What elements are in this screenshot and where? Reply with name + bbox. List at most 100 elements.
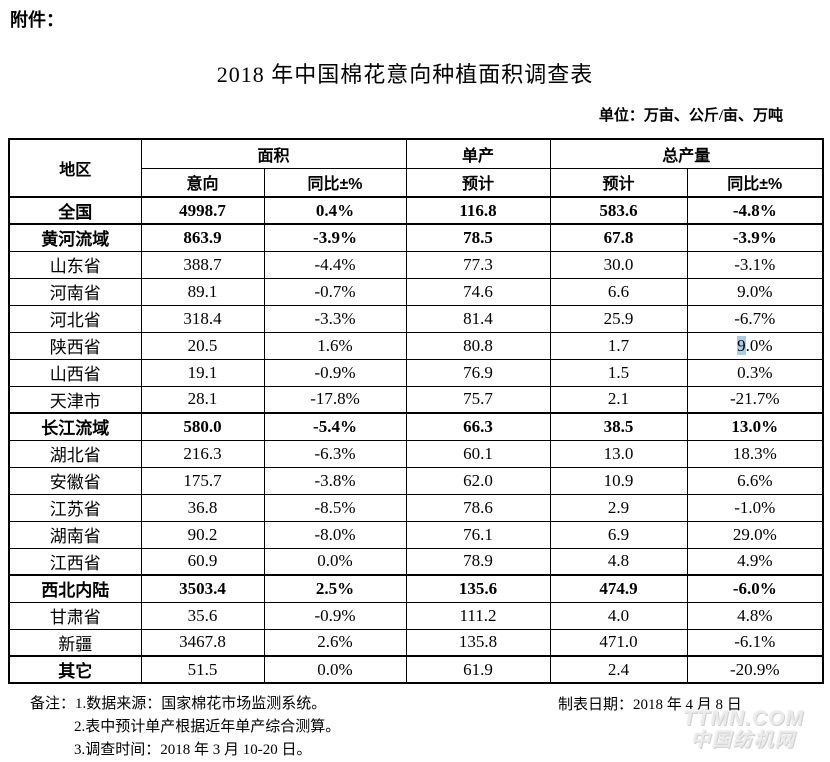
table-row: 湖南省 90.2 -8.0% 76.1 6.9 29.0% bbox=[8, 520, 824, 549]
value-cell: 30.0 bbox=[549, 250, 688, 279]
value-cell: -21.7% bbox=[686, 385, 824, 414]
table-row: 山东省 388.7 -4.4% 77.3 30.0 -3.1% bbox=[8, 250, 824, 279]
value-cell: 6.9 bbox=[549, 520, 688, 549]
table-row: 其它 51.5 0.0% 61.9 2.4 -20.9% bbox=[8, 655, 824, 684]
value-cell: 19.1 bbox=[140, 358, 265, 387]
value-cell: 77.3 bbox=[405, 250, 551, 279]
value-cell: 4.8% bbox=[686, 601, 824, 630]
header-output-yoy: 同比±% bbox=[686, 167, 824, 198]
table-row: 新疆 3467.8 2.6% 135.8 471.0 -6.1% bbox=[8, 628, 824, 657]
value-cell: 216.3 bbox=[140, 439, 265, 468]
value-cell: 74.6 bbox=[405, 277, 551, 306]
value-cell: 175.7 bbox=[140, 466, 265, 495]
value-cell: 20.5 bbox=[140, 331, 265, 360]
value-cell: 90.2 bbox=[140, 520, 265, 549]
region-cell: 陕西省 bbox=[8, 331, 142, 360]
header-yield-group: 单产 bbox=[405, 138, 551, 169]
value-cell: 6.6 bbox=[549, 277, 688, 306]
attachment-label: 附件： bbox=[10, 10, 64, 30]
value-cell: 75.7 bbox=[405, 385, 551, 414]
value-cell: -6.3% bbox=[263, 439, 407, 468]
value-cell: 583.6 bbox=[549, 196, 688, 225]
value-cell: 60.9 bbox=[140, 547, 265, 576]
region-cell: 湖南省 bbox=[8, 520, 142, 549]
value-cell: 135.8 bbox=[405, 628, 551, 657]
value-cell: 35.6 bbox=[140, 601, 265, 630]
value-cell: 4.9% bbox=[686, 547, 824, 576]
value-cell: -8.0% bbox=[263, 520, 407, 549]
region-cell: 甘肃省 bbox=[8, 601, 142, 630]
value-cell: -0.9% bbox=[263, 601, 407, 630]
value-cell: 18.3% bbox=[686, 439, 824, 468]
table-row: 湖北省 216.3 -6.3% 60.1 13.0 18.3% bbox=[8, 439, 824, 468]
value-cell: 2.1 bbox=[549, 385, 688, 414]
value-cell: 318.4 bbox=[140, 304, 265, 333]
value-cell: 89.1 bbox=[140, 277, 265, 306]
value-cell: -17.8% bbox=[263, 385, 407, 414]
value-cell: -3.1% bbox=[686, 250, 824, 279]
value-cell: 4998.7 bbox=[140, 196, 265, 225]
header-area-group: 面积 bbox=[140, 138, 407, 169]
units-note: 单位：万亩、公斤/亩、万吨 bbox=[598, 108, 783, 124]
header-output-forecast: 预计 bbox=[549, 167, 688, 198]
value-cell: 135.6 bbox=[405, 574, 551, 603]
value-cell: 60.1 bbox=[405, 439, 551, 468]
watermark: TTMN.COM 中国纺机网 bbox=[683, 708, 804, 752]
region-cell: 天津市 bbox=[8, 385, 142, 414]
header-region: 地区 bbox=[8, 138, 142, 198]
footer-notes: 备注：1.数据来源：国家棉花市场监测系统。 2.表中预计单产根据近年单产综合测算… bbox=[30, 693, 340, 762]
value-cell: -4.4% bbox=[263, 250, 407, 279]
value-cell: 13.0 bbox=[549, 439, 688, 468]
table-row: 陕西省 20.5 1.6% 80.8 1.7 9.0% bbox=[8, 331, 824, 360]
region-cell: 西北内陆 bbox=[8, 574, 142, 603]
value-cell: 78.5 bbox=[405, 223, 551, 252]
value-cell: -6.0% bbox=[686, 574, 824, 603]
value-cell: 111.2 bbox=[405, 601, 551, 630]
text-selection-highlight: 9 bbox=[737, 335, 746, 355]
value-cell: 1.5 bbox=[549, 358, 688, 387]
region-cell: 江西省 bbox=[8, 547, 142, 576]
region-cell: 湖北省 bbox=[8, 439, 142, 468]
table-row: 甘肃省 35.6 -0.9% 111.2 4.0 4.8% bbox=[8, 601, 824, 630]
note-line-3: 3.调查时间：2018 年 3 月 10-20 日。 bbox=[74, 742, 312, 758]
value-cell: 4.0 bbox=[549, 601, 688, 630]
region-cell: 江苏省 bbox=[8, 493, 142, 522]
value-cell: 80.8 bbox=[405, 331, 551, 360]
table-row: 山西省 19.1 -0.9% 76.9 1.5 0.3% bbox=[8, 358, 824, 387]
note-1: 1.数据来源：国家棉花市场监测系统。 bbox=[75, 696, 327, 712]
value-cell: 4.8 bbox=[549, 547, 688, 576]
value-cell: 3503.4 bbox=[140, 574, 265, 603]
watermark-line-2: 中国纺机网 bbox=[690, 730, 796, 751]
value-cell: 13.0% bbox=[686, 412, 824, 441]
value-cell: 36.8 bbox=[140, 493, 265, 522]
value-cell: 78.6 bbox=[405, 493, 551, 522]
value-cell: 0.0% bbox=[263, 655, 407, 684]
header-area-intent: 意向 bbox=[140, 167, 265, 198]
region-cell: 其它 bbox=[8, 655, 142, 684]
value-cell: 580.0 bbox=[140, 412, 265, 441]
table-row: 河北省 318.4 -3.3% 81.4 25.9 -6.7% bbox=[8, 304, 824, 333]
value-cell: 2.9 bbox=[549, 493, 688, 522]
value-cell: 1.6% bbox=[263, 331, 407, 360]
value-cell: 116.8 bbox=[405, 196, 551, 225]
table-row: 西北内陆 3503.4 2.5% 135.6 474.9 -6.0% bbox=[8, 574, 824, 603]
region-cell: 黄河流域 bbox=[8, 223, 142, 252]
note-line-2: 2.表中预计单产根据近年单产综合测算。 bbox=[74, 719, 341, 735]
value-cell: 3467.8 bbox=[140, 628, 265, 657]
value-cell: -3.3% bbox=[263, 304, 407, 333]
value-cell: 66.3 bbox=[405, 412, 551, 441]
value-cell: 29.0% bbox=[686, 520, 824, 549]
compile-date: 制表日期：2018 年 4 月 8 日 bbox=[558, 697, 742, 713]
value-cell: -3.9% bbox=[263, 223, 407, 252]
value-cell: -6.1% bbox=[686, 628, 824, 657]
value-cell: 76.1 bbox=[405, 520, 551, 549]
value-cell: 10.9 bbox=[549, 466, 688, 495]
value-cell: 863.9 bbox=[140, 223, 265, 252]
table-row: 河南省 89.1 -0.7% 74.6 6.6 9.0% bbox=[8, 277, 824, 306]
header-yield-forecast: 预计 bbox=[405, 167, 551, 198]
value-cell: 28.1 bbox=[140, 385, 265, 414]
value-cell: 0.3% bbox=[686, 358, 824, 387]
value-cell: 62.0 bbox=[405, 466, 551, 495]
table-body: 全国 4998.7 0.4% 116.8 583.6 -4.8% 黄河流域 863.9 -3.9… bbox=[8, 196, 824, 684]
value-cell: 9.0% bbox=[686, 331, 824, 360]
